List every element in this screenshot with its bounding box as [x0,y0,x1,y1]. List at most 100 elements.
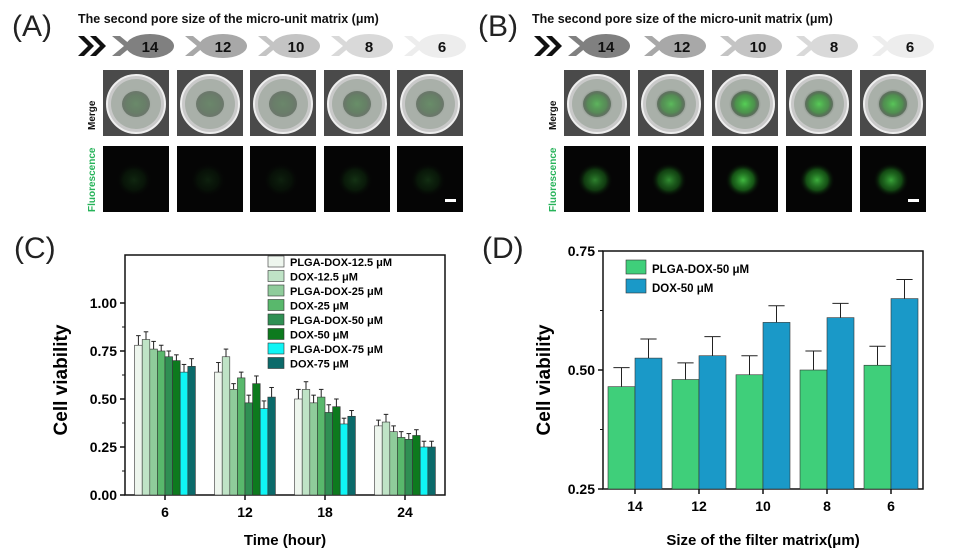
legend-label: PLGA-DOX-25 μM [290,286,383,298]
pore-size-arrow: 8 [796,34,858,58]
bar [863,364,892,490]
pore-size-arrow: 8 [331,34,393,58]
merge-micrograph [103,70,169,136]
bar [412,435,421,496]
fluorescence-micrograph [397,146,463,212]
chart-c-x-axis-label: Time (hour) [244,532,326,549]
bar [301,389,311,496]
bar [179,371,189,496]
panel-a-header: The second pore size of the micro-unit m… [78,12,379,26]
panel-letter-a: (A) [12,10,52,43]
y-tick-label: 0.75 [90,343,117,359]
bar [419,446,429,496]
pore-size-arrow: 10 [258,34,320,58]
x-tick-label: 12 [691,498,707,514]
pore-size-arrow: 12 [644,34,706,58]
pore-size-label: 12 [674,39,691,56]
merge-micrograph [176,70,243,136]
bar [389,431,398,496]
double-chevron-icon [78,36,106,56]
legend-swatch [625,259,647,275]
bar [317,396,326,496]
legend-label: DOX-50 μM [290,330,349,342]
bar [427,446,436,496]
pore-size-label: 10 [288,39,305,56]
x-tick-label: 6 [161,504,169,520]
bar [164,356,173,496]
bar [634,357,663,490]
legend-label: PLGA-DOX-75 μM [290,344,383,356]
pore-size-arrow: 12 [185,34,247,58]
pore-size-label: 8 [365,39,373,56]
chart-d-y-axis-label: Cell viability [534,324,555,435]
legend-label: PLGA-DOX-12.5 μM [290,257,392,269]
y-tick-label: 0.50 [90,391,117,407]
fluorescence-micrograph [860,146,926,212]
bar [381,421,391,496]
legend-swatch [267,313,285,326]
pore-size-arrow-bar-b: 14 12 10 8 6 [534,34,934,58]
pore-size-arrow: 14 [112,34,174,58]
legend-label: PLGA-DOX-50 μM [290,315,383,327]
bar [134,344,143,496]
legend-label: DOX-12.5 μM [290,272,358,284]
pore-size-label: 6 [438,39,446,56]
bar [221,356,231,496]
merge-micrograph [564,70,630,136]
merge-micrograph [712,70,778,136]
x-tick-label: 24 [397,504,413,520]
bar [404,439,413,496]
panel-b-row-label-merge: Merge [548,100,559,130]
panel-letter-c: (C) [14,232,56,265]
legend-swatch [267,342,285,355]
pore-size-label: 12 [215,39,232,56]
bar [309,402,318,496]
merge-micrograph [250,70,316,136]
panel-b-header: The second pore size of the micro-unit m… [532,12,833,26]
fluorescence-micrograph [712,146,778,212]
pore-size-label: 8 [830,39,838,56]
pore-size-arrow: 14 [568,34,630,58]
pore-size-arrow: 6 [872,34,934,58]
y-tick-label: 0.00 [90,487,117,503]
pore-size-label: 14 [142,39,159,56]
bar [244,402,253,496]
panel-letter-d: (D) [482,232,524,265]
bar [347,415,356,496]
bar [252,383,261,496]
bar [187,366,196,496]
bar [826,317,855,490]
panel-a-row-label-merge: Merge [87,100,98,130]
bar [259,408,269,496]
bar [229,389,238,496]
legend-label: PLGA-DOX-50 μM [652,264,749,276]
bar [607,386,636,490]
merge-micrograph [860,70,926,136]
chart-c-y-axis-label: Cell viability [51,324,72,435]
bar [214,371,223,496]
pore-size-label: 6 [906,39,914,56]
scale-bar [445,199,456,202]
y-tick-label: 0.75 [568,243,595,259]
chart-d-x-axis-label: Size of the filter matrix(μm) [666,532,859,549]
pore-size-label: 10 [750,39,767,56]
bar [294,398,303,496]
legend: PLGA-DOX-12.5 μM DOX-12.5 μM PLGA-DOX-25 μ… [267,255,392,371]
scale-bar [908,199,919,202]
panel-a-row-label-fluorescence: Fluorescence [87,147,98,212]
bar [324,412,333,496]
legend-swatch [625,278,647,294]
bar [735,374,764,490]
bar [374,425,383,496]
x-tick-label: 10 [755,498,771,514]
bar [141,339,151,496]
fluorescence-micrograph [564,146,630,212]
legend-swatch [267,284,285,297]
fluorescence-micrograph [103,146,169,212]
fluorescence-micrograph [638,146,704,212]
bar [332,406,341,496]
bar [397,437,406,496]
bar [762,322,791,490]
legend-swatch [267,328,285,340]
merge-micrograph [638,70,704,136]
